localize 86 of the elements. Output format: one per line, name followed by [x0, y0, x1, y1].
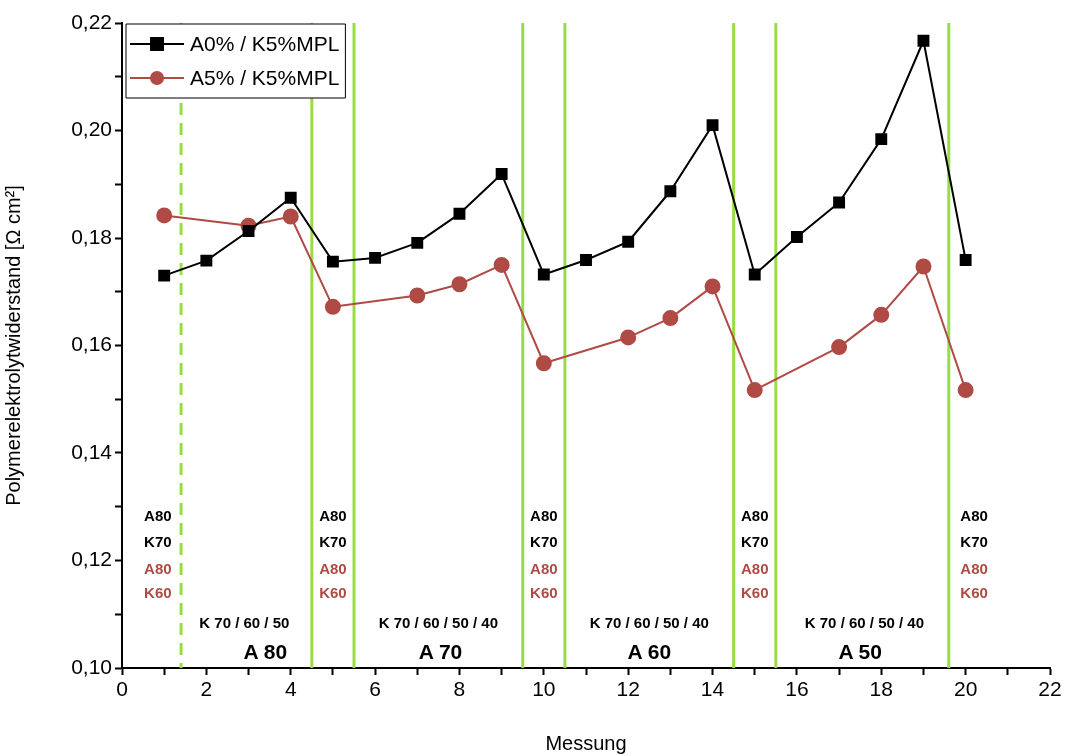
- point: [242, 225, 255, 237]
- annotation: K60: [740, 583, 769, 601]
- point: [917, 34, 930, 47]
- point: [493, 256, 510, 273]
- annotation: K60: [319, 583, 347, 601]
- x-tick-label: 10: [532, 677, 556, 701]
- legend-label: A0% / K5%MPL: [190, 31, 340, 55]
- point: [451, 276, 468, 293]
- annotation: A 50: [838, 639, 882, 663]
- point: [746, 382, 763, 399]
- point: [535, 355, 552, 372]
- annotation: A80: [319, 507, 347, 525]
- annotation: A80: [144, 507, 172, 525]
- point: [748, 268, 761, 281]
- point: [409, 287, 426, 304]
- point: [326, 255, 339, 268]
- y-tick-label: 0,10: [71, 654, 112, 678]
- annotation: A 70: [418, 639, 463, 663]
- annotation: K60: [960, 583, 988, 601]
- point: [580, 254, 592, 266]
- x-tick-label: 20: [953, 677, 978, 701]
- y-tick-label: 0,18: [71, 224, 112, 248]
- annotation: K70: [960, 532, 988, 550]
- point: [284, 191, 297, 204]
- x-tick-label: 6: [369, 677, 381, 701]
- annotation: A80: [960, 560, 988, 578]
- x-axis-title: Messung: [545, 731, 627, 754]
- point: [411, 236, 424, 249]
- point: [158, 269, 171, 282]
- point: [875, 133, 888, 146]
- y-tick-label: 0,22: [71, 9, 112, 33]
- point: [662, 310, 679, 327]
- point: [495, 168, 508, 180]
- point: [833, 196, 846, 209]
- point: [324, 298, 341, 315]
- annotation: K60: [530, 583, 558, 601]
- annotation: A80: [740, 507, 769, 525]
- point: [200, 254, 213, 267]
- x-tick-label: 8: [453, 677, 466, 701]
- point: [537, 268, 550, 281]
- point: [957, 382, 974, 399]
- point: [622, 235, 635, 248]
- x-tick-label: 0: [116, 677, 128, 701]
- x-tick-label: 12: [616, 677, 640, 701]
- annotation: K 70 / 60 / 50 / 40: [378, 613, 498, 631]
- annotation: K 70 / 60 / 50 / 40: [589, 613, 709, 631]
- x-tick-label: 22: [1038, 677, 1062, 701]
- x-tick-label: 18: [869, 677, 893, 701]
- x-tick-label: 2: [200, 677, 213, 701]
- point: [620, 329, 637, 346]
- annotation: A 80: [243, 639, 288, 663]
- y-axis-title: Polymerelektrolytwiderstand [Ω cm²]: [1, 185, 24, 506]
- point: [453, 207, 466, 220]
- point: [369, 251, 382, 264]
- point: [831, 339, 848, 356]
- annotation: A 60: [627, 639, 672, 663]
- annotation: A80: [530, 507, 558, 525]
- annotation: A80: [144, 560, 172, 578]
- annotation: K70: [144, 532, 172, 550]
- point: [706, 119, 719, 132]
- point: [959, 254, 972, 266]
- annotation: K70: [740, 532, 769, 550]
- y-tick-label: 0,16: [71, 332, 112, 356]
- annotation: K70: [530, 532, 558, 550]
- annotation: A80: [740, 560, 769, 578]
- point: [704, 278, 721, 295]
- x-tick-label: 4: [284, 677, 297, 701]
- x-tick-label: 14: [700, 677, 725, 701]
- annotation: K 70 / 60 / 50: [199, 613, 290, 631]
- annotation: A80: [319, 560, 347, 578]
- point: [282, 208, 299, 225]
- point: [156, 207, 173, 224]
- legend-label: A5% / K5%MPL: [190, 65, 340, 89]
- point: [915, 258, 932, 275]
- annotation: K60: [144, 583, 172, 601]
- annotation: A80: [530, 560, 558, 578]
- y-tick-label: 0,20: [71, 117, 112, 141]
- y-tick-label: 0,12: [71, 547, 112, 571]
- point: [664, 185, 677, 198]
- annotation: K70: [319, 532, 347, 550]
- y-tick-label: 0,14: [71, 439, 113, 463]
- annotation: K 70 / 60 / 50 / 40: [804, 613, 925, 631]
- point: [873, 306, 890, 323]
- annotation: A80: [960, 507, 988, 525]
- x-tick-label: 16: [785, 677, 809, 701]
- point: [790, 230, 803, 243]
